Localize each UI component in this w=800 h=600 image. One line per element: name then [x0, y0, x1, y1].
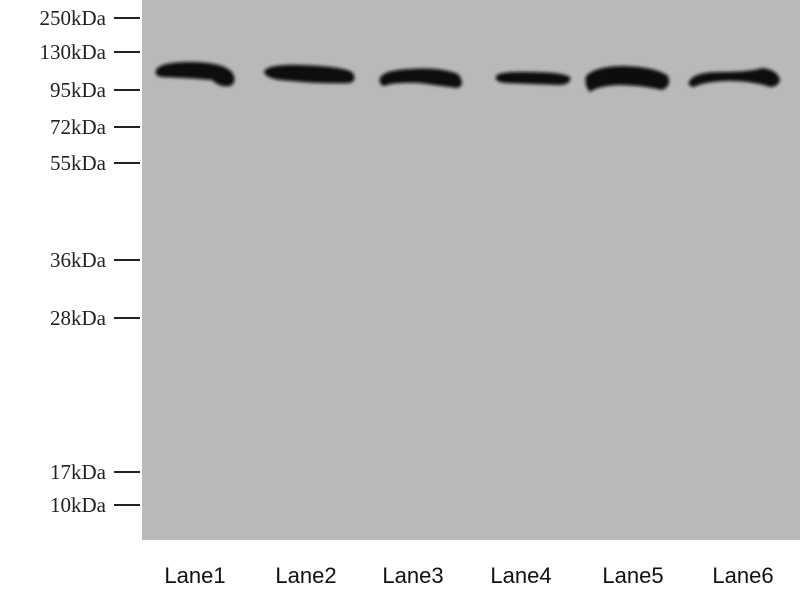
protein-band-lane6	[688, 68, 780, 87]
marker-label: 72kDa	[50, 115, 107, 139]
marker-label: 95kDa	[50, 78, 107, 102]
lane-label: Lane5	[602, 563, 663, 588]
marker-label: 130kDa	[40, 40, 107, 64]
marker-label: 55kDa	[50, 151, 107, 175]
protein-band-lane1	[155, 62, 235, 87]
lane-label: Lane3	[382, 563, 443, 588]
marker-label: 250kDa	[40, 6, 107, 30]
marker-label: 10kDa	[50, 493, 107, 517]
marker-label: 17kDa	[50, 460, 107, 484]
marker-label: 28kDa	[50, 306, 107, 330]
protein-band-lane5	[585, 66, 670, 92]
marker-label: 36kDa	[50, 248, 107, 272]
protein-band-lane4	[495, 71, 571, 85]
lane-label: Lane1	[164, 563, 225, 588]
protein-band-lane2	[264, 64, 355, 84]
membrane	[142, 0, 800, 540]
lane-label: Lane2	[275, 563, 336, 588]
lane-label: Lane6	[712, 563, 773, 588]
protein-band-lane3	[379, 68, 462, 88]
lane-label: Lane4	[490, 563, 551, 588]
